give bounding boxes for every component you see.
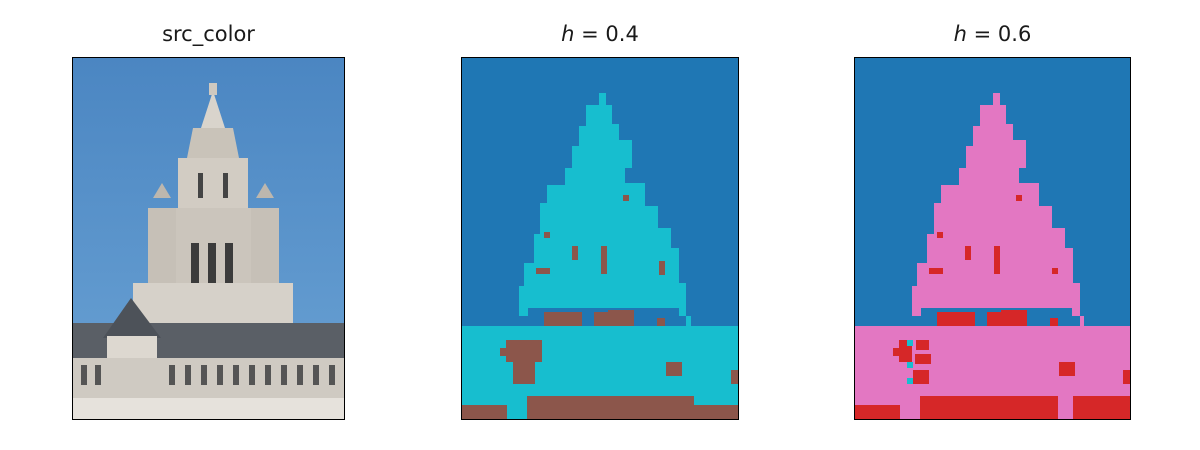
segmentation-h04 — [462, 58, 738, 419]
segmentation-axes — [854, 57, 1131, 420]
image-axes — [72, 57, 345, 420]
segmentation-h06 — [855, 58, 1130, 419]
segmentation-axes — [461, 57, 739, 420]
panel-title: h = 0.4 — [461, 22, 739, 46]
title-variable: h — [953, 22, 967, 46]
title-value: = 0.6 — [966, 22, 1032, 46]
panel-title: h = 0.6 — [854, 22, 1131, 46]
title-value: = 0.4 — [574, 22, 639, 46]
source-photo — [73, 58, 344, 419]
panel-title: src_color — [162, 22, 255, 46]
title-variable: h — [561, 22, 575, 46]
